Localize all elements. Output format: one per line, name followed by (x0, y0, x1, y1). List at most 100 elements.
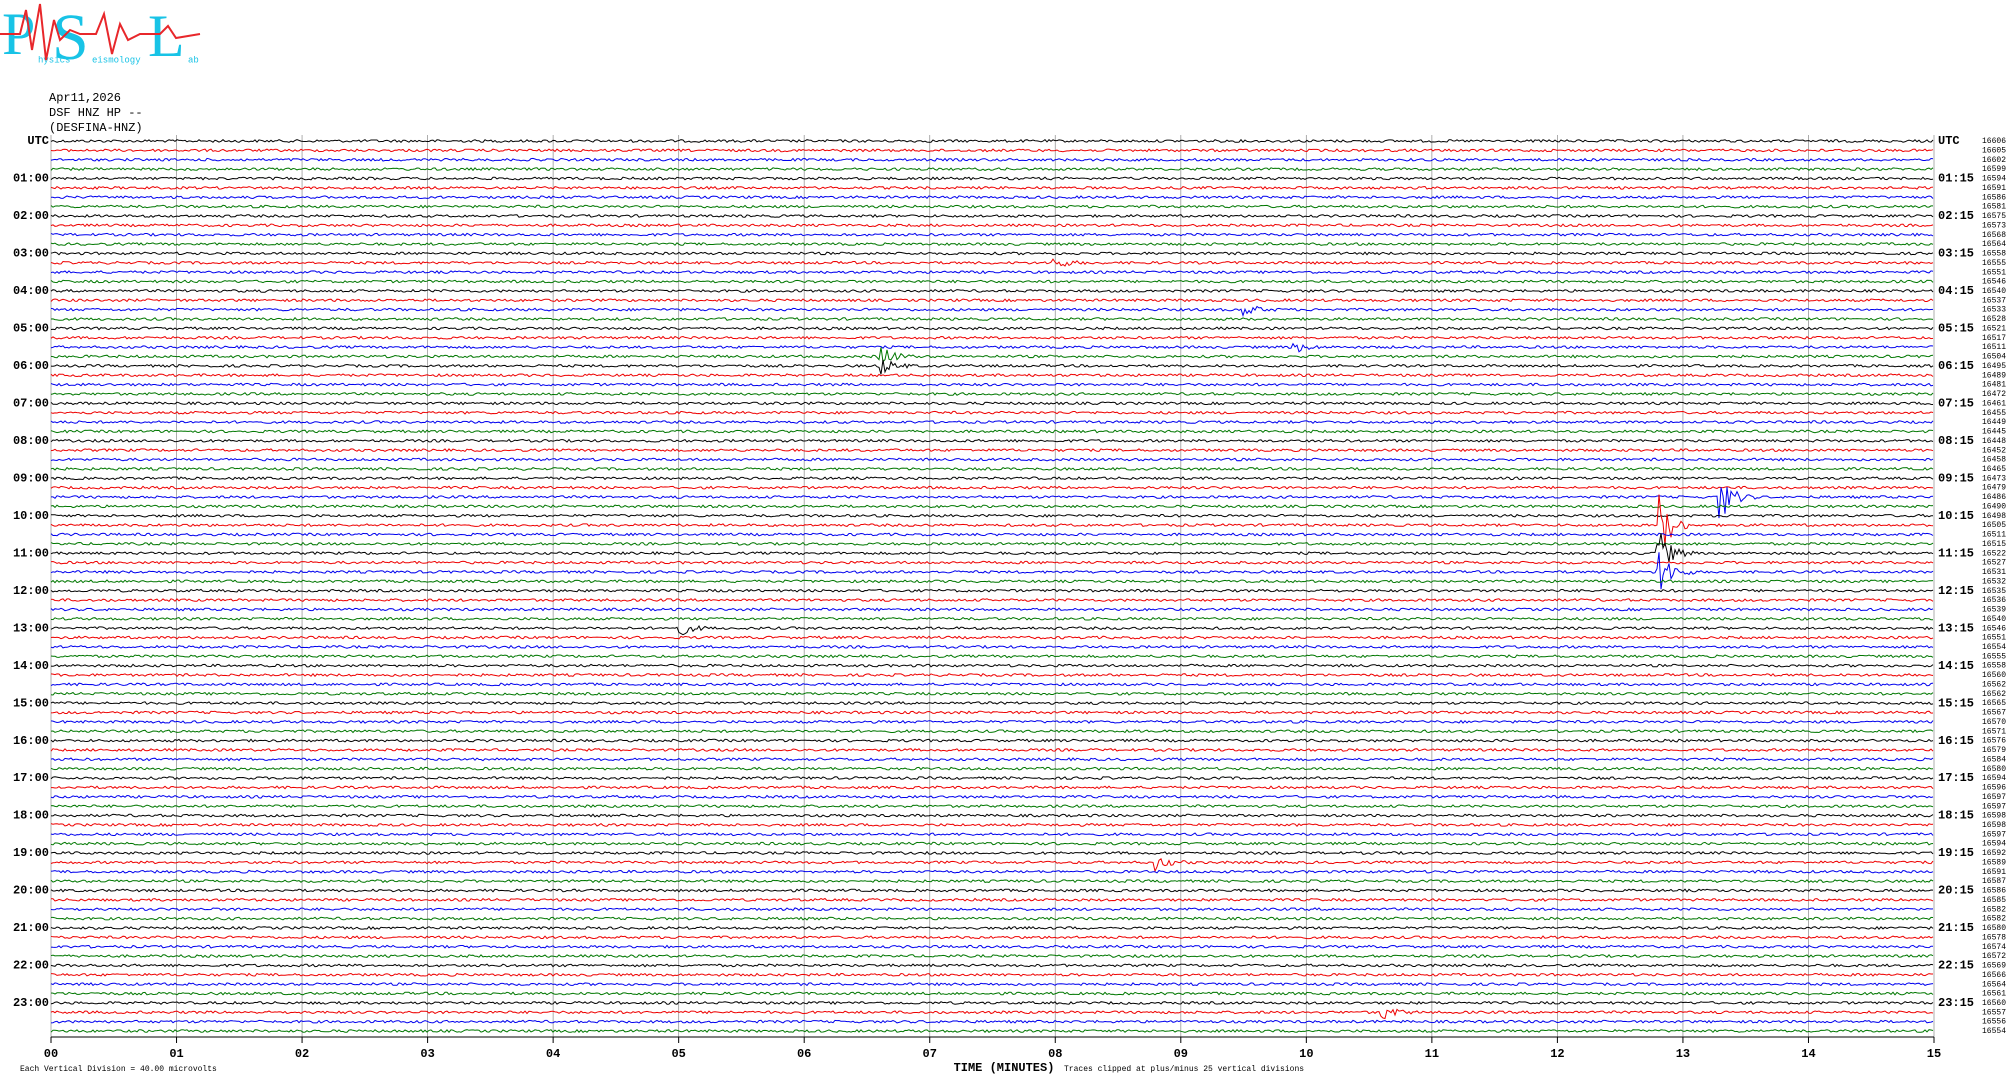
trace (50, 342, 1934, 353)
logo-word: ab (188, 55, 199, 65)
header-channel: DSF HNZ HP -- (49, 106, 143, 120)
trace-number: 16490 (1982, 502, 2006, 511)
trace-number: 16597 (1982, 793, 2006, 802)
trace-number: 16521 (1982, 324, 2006, 333)
trace (50, 419, 1934, 425)
trace (50, 701, 1934, 706)
trace-number: 16495 (1982, 362, 2006, 371)
trace (50, 373, 1934, 378)
left-time-label: 01:00 (13, 172, 49, 186)
left-time-label: 05:00 (13, 322, 49, 336)
left-time-label: 11:00 (13, 546, 49, 560)
trace (50, 541, 1934, 546)
trace-number: 16579 (1982, 746, 2006, 755)
trace (50, 305, 1934, 318)
trace (50, 644, 1934, 649)
trace-number: 16449 (1982, 418, 2006, 427)
trace (50, 560, 1934, 565)
trace-number: 16589 (1982, 858, 2006, 867)
right-time-label: 11:15 (1938, 546, 1974, 560)
trace-number: 16564 (1982, 240, 2006, 249)
left-time-label: 02:00 (13, 209, 49, 223)
trace (50, 832, 1934, 837)
trace-number: 16582 (1982, 915, 2006, 924)
trace (50, 654, 1934, 659)
trace (50, 391, 1934, 396)
trace-number: 16591 (1982, 184, 2006, 193)
trace-number: 16546 (1982, 278, 2006, 287)
left-time-label: 17:00 (13, 771, 49, 785)
trace-number: 16560 (1982, 671, 2006, 680)
trace (50, 494, 1934, 546)
right-time-label: 15:15 (1938, 696, 1974, 710)
trace-number: 16606 (1982, 137, 2006, 146)
trace (50, 598, 1934, 603)
trace-number: 16536 (1982, 596, 2006, 605)
trace (50, 776, 1934, 781)
trace (50, 954, 1934, 958)
trace-number: 16458 (1982, 456, 2006, 465)
right-time-label: UTC (1938, 134, 1960, 148)
x-tick-label: 05 (671, 1047, 685, 1061)
trace-number: 16572 (1982, 952, 2006, 961)
logo-word: hysics (38, 55, 70, 65)
left-time-label: 04:00 (13, 284, 49, 298)
x-tick-label: 03 (420, 1047, 434, 1061)
trace (50, 251, 1934, 256)
trace (50, 588, 1934, 593)
trace (50, 963, 1934, 968)
trace (50, 204, 1933, 209)
trace (50, 326, 1934, 331)
trace (50, 766, 1934, 771)
trace-number: 16540 (1982, 615, 2006, 624)
right-time-label: 02:15 (1938, 209, 1974, 223)
trace (50, 258, 1934, 267)
left-time-label: 20:00 (13, 884, 49, 898)
trace (50, 223, 1934, 228)
trace-number: 16551 (1982, 268, 2006, 277)
trace-number: 16574 (1982, 943, 2006, 952)
trace (50, 410, 1934, 415)
trace-number: 16455 (1982, 409, 2006, 418)
trace-number: 16596 (1982, 784, 2006, 793)
trace-number: 16591 (1982, 868, 2006, 877)
trace (50, 279, 1934, 284)
trace-number: 16473 (1982, 474, 2006, 483)
logo: P S L hysics eismology ab (0, 1, 201, 74)
trace-number: 16537 (1982, 296, 2006, 305)
trace-number: 16571 (1982, 727, 2006, 736)
trace (50, 504, 1934, 509)
trace-number: 16498 (1982, 512, 2006, 521)
trace-number: 16555 (1982, 259, 2006, 268)
trace (50, 157, 1934, 162)
trace (50, 476, 1934, 481)
trace-number: 16558 (1982, 250, 2006, 259)
x-tick-label: 11 (1425, 1047, 1439, 1061)
trace (50, 857, 1934, 873)
x-tick-label: 09 (1174, 1047, 1188, 1061)
trace (50, 729, 1934, 734)
left-time-label: 22:00 (13, 959, 49, 973)
trace (50, 1008, 1934, 1020)
x-axis-title: TIME (MINUTES) (954, 1061, 1055, 1075)
trace-number: 16575 (1982, 212, 2006, 221)
x-tick-label: 00 (44, 1047, 58, 1061)
right-time-label: 23:15 (1938, 996, 1974, 1010)
trace (50, 850, 1934, 856)
trace-number: 16527 (1982, 559, 2006, 568)
trace-number: 16582 (1982, 905, 2006, 914)
trace-number: 16486 (1982, 493, 2006, 502)
trace-number: 16445 (1982, 428, 2006, 437)
trace-number: 16557 (1982, 1008, 2006, 1017)
logo-wave (0, 3, 201, 61)
x-tick-label: 10 (1299, 1047, 1313, 1061)
trace (50, 1019, 1934, 1024)
trace-number: 16581 (1982, 203, 2006, 212)
right-time-label: 22:15 (1938, 959, 1974, 973)
x-tick-label: 12 (1550, 1047, 1564, 1061)
left-time-label: 19:00 (13, 846, 49, 860)
trace (50, 607, 1934, 612)
trace-number: 16528 (1982, 315, 2006, 324)
trace (50, 794, 1934, 799)
